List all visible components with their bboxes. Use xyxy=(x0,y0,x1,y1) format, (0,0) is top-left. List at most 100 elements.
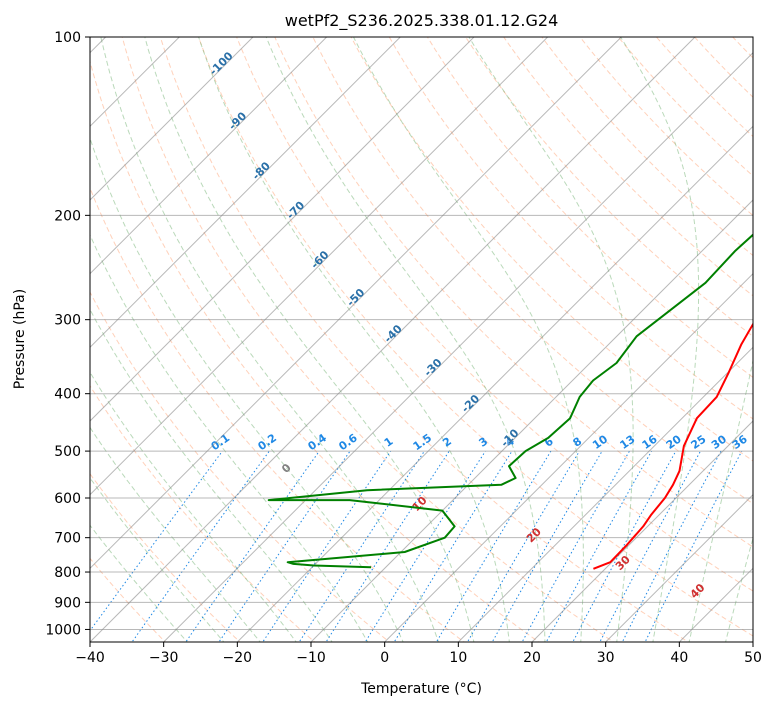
y-tick-label: 500 xyxy=(54,444,81,460)
y-tick-label: 400 xyxy=(54,387,81,403)
dry-adiabat xyxy=(90,384,316,642)
isotherm-label: -30 xyxy=(421,356,444,379)
x-tick-label: 0 xyxy=(380,650,389,666)
mixing-ratio-label: 3 xyxy=(477,435,491,450)
moist-adiabat xyxy=(198,37,510,642)
isotherm xyxy=(383,272,753,642)
y-tick-label: 700 xyxy=(54,531,81,547)
dry-adiabat xyxy=(503,37,753,297)
moist-adiabat xyxy=(90,233,369,642)
mixing-ratio-line xyxy=(131,450,270,642)
mixing-ratio-label: 10 xyxy=(590,432,610,452)
isotherm xyxy=(90,37,549,496)
y-tick-label: 800 xyxy=(54,565,81,581)
isotherm xyxy=(90,37,623,570)
moist-adiabat-label: 10 xyxy=(410,494,430,514)
x-tick-label: −20 xyxy=(223,650,253,666)
mixing-ratio-line xyxy=(572,450,677,642)
mixing-ratio-line xyxy=(185,450,320,642)
mixing-ratio-label: 13 xyxy=(617,433,637,452)
x-tick-label: 10 xyxy=(449,650,467,666)
mixing-ratio-line xyxy=(364,450,486,642)
y-tick-label: 1000 xyxy=(45,622,81,638)
mixing-ratio-line xyxy=(644,450,743,642)
mixing-ratio-line xyxy=(393,450,513,642)
mixing-ratio-line xyxy=(262,450,392,642)
mixing-ratio-label: 0.1 xyxy=(209,431,232,453)
isotherm-label: -10 xyxy=(498,426,521,449)
dry-adiabat xyxy=(655,37,753,138)
mixing-ratio-label: 1.5 xyxy=(411,431,434,453)
dry-adiabat xyxy=(465,37,753,338)
y-tick-label: 200 xyxy=(54,208,81,224)
isotherm xyxy=(604,493,753,642)
dry-adiabat xyxy=(579,37,753,217)
dry-adiabat xyxy=(90,472,241,642)
mixing-ratio-label: 8 xyxy=(571,435,585,450)
y-axis-label: Pressure (hPa) xyxy=(12,289,28,389)
isotherm-label: -90 xyxy=(226,109,249,132)
temperature-profile-line xyxy=(593,322,753,570)
isotherm xyxy=(752,641,753,642)
isotherm-label: -20 xyxy=(459,392,482,415)
dry-adiabat xyxy=(274,37,753,548)
dewpoint-profile-line xyxy=(267,233,753,569)
moist-adiabat xyxy=(90,371,297,642)
mixing-ratio-line xyxy=(466,450,580,642)
x-tick-label: 20 xyxy=(523,650,541,666)
isotherm xyxy=(457,346,753,642)
isotherm-label: -50 xyxy=(344,286,367,309)
x-tick-label: −30 xyxy=(149,650,179,666)
isotherm xyxy=(310,199,753,642)
mixing-ratio-line xyxy=(218,450,351,642)
moist-adiabat xyxy=(90,477,225,642)
moist-adiabat xyxy=(468,37,634,642)
dry-adiabat xyxy=(350,37,753,462)
mixing-ratio-label: 20 xyxy=(664,432,684,452)
mixing-ratio-line xyxy=(599,450,701,642)
x-tick-label: −40 xyxy=(75,650,105,666)
y-tick-label: 900 xyxy=(54,595,81,611)
mixing-ratio-line xyxy=(90,450,223,632)
dry-adiabat xyxy=(90,59,540,642)
chart-title: wetPf2_S236.2025.338.01.12.G24 xyxy=(285,11,559,31)
x-tick-label: 30 xyxy=(597,650,615,666)
plot-frame xyxy=(89,36,754,643)
dry-adiabat xyxy=(388,37,753,420)
isotherm xyxy=(90,37,402,349)
mixing-ratio-line xyxy=(298,450,425,642)
dry-adiabat xyxy=(426,37,753,379)
isotherm xyxy=(90,37,254,201)
dry-adiabat xyxy=(236,37,753,592)
x-tick-label: −10 xyxy=(296,650,326,666)
dry-adiabat xyxy=(90,291,391,642)
x-tick-label: 50 xyxy=(744,650,762,666)
isotherm xyxy=(90,37,181,128)
isotherm-label: -60 xyxy=(308,248,331,271)
moist-adiabat xyxy=(725,536,753,642)
isotherm xyxy=(90,37,696,642)
moist-adiabat-label: 0 xyxy=(279,461,294,476)
moist-adiabat xyxy=(90,524,188,642)
mixing-ratio-line xyxy=(621,450,722,642)
y-tick-label: 300 xyxy=(54,313,81,329)
x-axis-label: Temperature (°C) xyxy=(360,681,482,697)
isotherm xyxy=(90,37,328,275)
isotherm xyxy=(236,125,753,642)
isotherm-label: -100 xyxy=(207,49,236,78)
y-tick-label: 100 xyxy=(54,30,81,46)
isotherm xyxy=(162,51,753,642)
moist-adiabat xyxy=(100,37,440,642)
dry-adiabat xyxy=(312,37,753,505)
mixing-ratio-line xyxy=(435,450,552,642)
y-tick-label: 600 xyxy=(54,491,81,507)
isotherm xyxy=(531,420,753,642)
dry-adiabat xyxy=(541,37,753,257)
moist-adiabat-label: 40 xyxy=(688,581,708,601)
mixing-ratio-label: 30 xyxy=(709,432,729,452)
mixing-ratio-label: 25 xyxy=(688,433,708,452)
isotherm-label: -70 xyxy=(284,198,307,221)
mixing-ratio-line xyxy=(325,450,450,642)
moist-adiabat xyxy=(90,426,261,642)
